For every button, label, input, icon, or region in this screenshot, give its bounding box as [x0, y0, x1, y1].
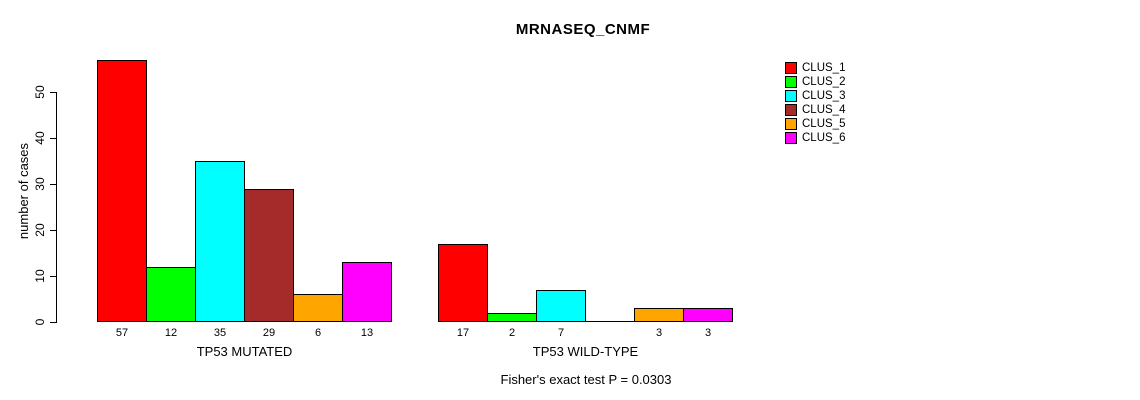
bar-value-label: 29 [262, 327, 276, 339]
chart-title: MRNASEQ_CNMF [515, 21, 651, 38]
y-tick [50, 276, 57, 277]
y-tick [50, 184, 57, 185]
bar-value-label: 35 [213, 327, 227, 339]
bar-clus_6-group2 [683, 308, 733, 322]
y-tick-label: 50 [33, 85, 47, 99]
legend-swatch-icon [785, 118, 797, 130]
legend: CLUS_1 CLUS_2 CLUS_3 CLUS_4 CLUS_5 CLUS_6 [785, 61, 845, 145]
legend-swatch-icon [785, 104, 797, 116]
bar-value-label: 3 [704, 327, 712, 339]
bar-value-label: 12 [164, 327, 178, 339]
bar-value-label: 57 [115, 327, 129, 339]
legend-item-clus_4: CLUS_4 [785, 103, 845, 117]
legend-label: CLUS_5 [802, 118, 846, 130]
bar-value-label: 6 [314, 327, 322, 339]
bar-clus_5-group1 [293, 294, 343, 322]
y-axis-line [56, 92, 57, 323]
y-axis-title: number of cases [16, 142, 31, 240]
group-label-2: TP53 WILD-TYPE [532, 344, 639, 359]
bar-clus_6-group1 [342, 262, 392, 322]
legend-item-clus_2: CLUS_2 [785, 75, 845, 89]
bar-clus_4-group1 [244, 189, 294, 322]
legend-label: CLUS_4 [802, 104, 846, 116]
bar-clus_1-group1 [97, 60, 147, 322]
y-tick [50, 138, 57, 139]
y-tick-label: 30 [33, 177, 47, 191]
y-tick [50, 230, 57, 231]
bar-clus_5-group2 [634, 308, 684, 322]
y-tick [50, 322, 57, 323]
y-tick-label: 40 [33, 131, 47, 145]
bar-value-label: 3 [655, 327, 663, 339]
y-tick [50, 92, 57, 93]
bar-clus_2-group1 [146, 267, 196, 322]
fisher-test-annotation: Fisher's exact test P = 0.0303 [500, 372, 672, 387]
legend-item-clus_3: CLUS_3 [785, 89, 845, 103]
legend-label: CLUS_3 [802, 90, 846, 102]
bar-clus_1-group2 [438, 244, 488, 322]
group-label-1: TP53 MUTATED [196, 344, 293, 359]
bar-value-label: 13 [360, 327, 374, 339]
bar-value-label: 2 [508, 327, 516, 339]
bar-value-label: 17 [456, 327, 470, 339]
legend-swatch-icon [785, 132, 797, 144]
legend-label: CLUS_6 [802, 132, 846, 144]
legend-swatch-icon [785, 62, 797, 74]
legend-swatch-icon [785, 90, 797, 102]
y-tick-label: 20 [33, 223, 47, 237]
legend-label: CLUS_1 [802, 62, 846, 74]
bar-clus_4-group2-zero [585, 321, 635, 322]
legend-label: CLUS_2 [802, 76, 846, 88]
y-tick-label: 10 [33, 269, 47, 283]
legend-swatch-icon [785, 76, 797, 88]
bar-clus_3-group2 [536, 290, 586, 322]
bar-clus_3-group1 [195, 161, 245, 322]
bar-clus_2-group2 [487, 313, 537, 322]
y-tick-label: 0 [33, 318, 47, 326]
legend-item-clus_6: CLUS_6 [785, 131, 845, 145]
legend-item-clus_5: CLUS_5 [785, 117, 845, 131]
bar-value-label: 7 [557, 327, 565, 339]
legend-item-clus_1: CLUS_1 [785, 61, 845, 75]
